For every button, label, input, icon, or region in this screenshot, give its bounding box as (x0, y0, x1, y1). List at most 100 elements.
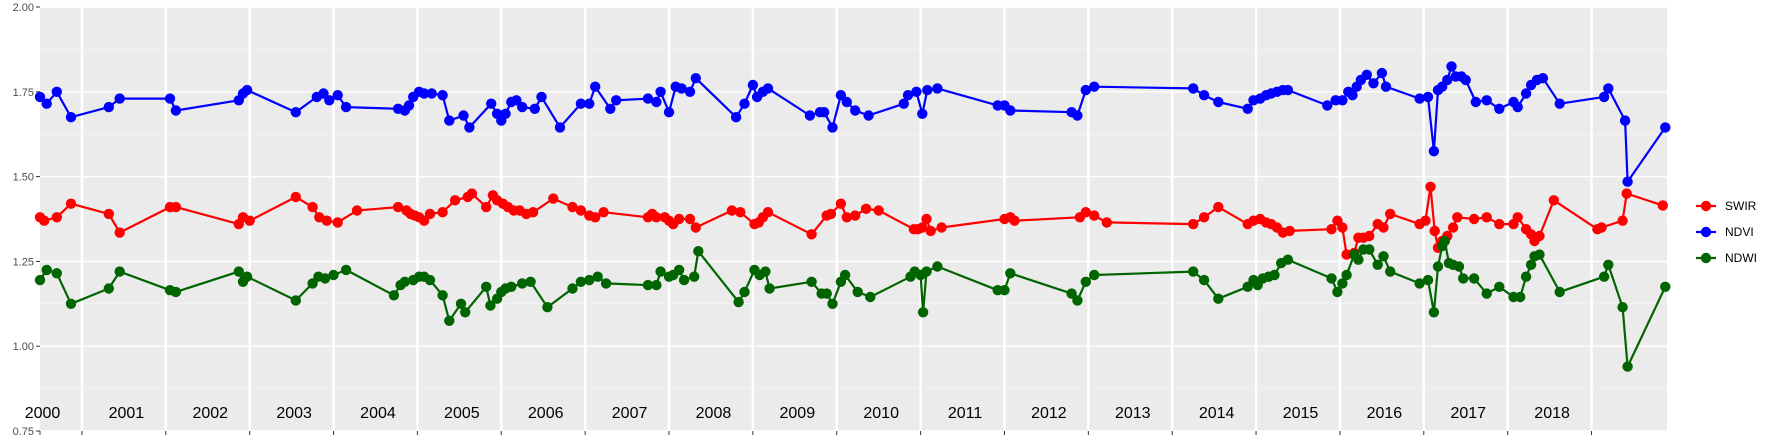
data-point-swir (762, 207, 774, 218)
data-point-ndwi (827, 298, 838, 309)
data-point-ndwi (399, 276, 410, 287)
data-point-swir (1621, 188, 1632, 199)
data-point-ndvi (437, 90, 448, 101)
data-point-ndvi (114, 93, 125, 104)
legend-key-point (1700, 226, 1712, 238)
legend-key-point (1700, 252, 1712, 264)
year-label: 2014 (1199, 405, 1235, 422)
data-point-ndwi (444, 315, 455, 326)
year-label: 2015 (1283, 405, 1319, 422)
series-ndvi (34, 61, 1671, 187)
data-point-swir (437, 207, 448, 218)
data-point-swir (835, 198, 847, 209)
data-point-ndwi (917, 307, 929, 318)
data-point-ndwi (233, 266, 244, 277)
data-point-ndwi (1269, 269, 1280, 281)
data-point-ndvi (1242, 103, 1253, 115)
data-point-swir (726, 205, 738, 216)
data-point-ndvi (911, 86, 922, 98)
data-point-ndwi (307, 278, 318, 289)
data-point-ndwi (1364, 244, 1375, 255)
data-point-swir (1468, 213, 1480, 225)
year-label: 2017 (1450, 405, 1486, 422)
data-point-swir (1284, 225, 1295, 237)
data-point-ndvi (902, 90, 914, 101)
data-point-swir (575, 205, 587, 216)
data-point-ndvi (500, 108, 511, 120)
data-point-swir (1447, 222, 1459, 233)
data-point-ndwi (1005, 268, 1016, 279)
data-point-ndvi (1494, 103, 1505, 115)
data-point-ndvi (1322, 100, 1333, 111)
data-point-ndvi (676, 83, 687, 94)
data-point-swir (39, 215, 50, 226)
data-point-swir (527, 207, 539, 218)
data-point-ndvi (663, 107, 675, 118)
data-point-ndwi (170, 286, 182, 298)
data-point-ndwi (1341, 269, 1352, 281)
data-point-ndvi (835, 90, 847, 101)
data-point-swir (825, 208, 837, 220)
data-point-swir (590, 212, 601, 223)
data-point-ndwi (328, 269, 339, 281)
data-point-ndvi (584, 98, 595, 109)
data-point-ndvi (1442, 74, 1453, 86)
data-point-ndvi (554, 122, 566, 133)
data-point-swir (321, 215, 332, 226)
data-point-ndvi (1080, 84, 1092, 96)
data-point-ndvi (1380, 81, 1392, 92)
data-point-ndvi (41, 98, 52, 109)
legend-item-swir: SWIR (1696, 199, 1757, 213)
data-point-swir (1378, 222, 1389, 233)
data-point-ndvi (444, 115, 455, 126)
y-tick-label: 1.50 (13, 172, 34, 184)
data-point-ndwi (689, 271, 700, 282)
x-axis (39, 431, 1593, 435)
data-point-ndwi (41, 264, 52, 276)
data-point-ndvi (464, 122, 475, 133)
legend-label: NDVI (1725, 225, 1754, 239)
data-point-ndwi (693, 246, 704, 257)
data-point-ndvi (529, 103, 540, 115)
y-tick-label: 1.00 (13, 341, 34, 353)
data-point-ndwi (1188, 266, 1199, 277)
data-point-swir (418, 215, 430, 226)
year-label: 2012 (1031, 405, 1067, 422)
data-point-swir (1420, 215, 1431, 226)
data-point-ndvi (690, 73, 701, 84)
data-point-ndvi (827, 122, 838, 133)
y-tick-label: 1.75 (13, 87, 34, 99)
data-point-ndvi (932, 83, 943, 94)
data-point-ndwi (575, 276, 587, 287)
data-point-ndwi (1072, 295, 1083, 306)
data-point-swir (1429, 225, 1440, 237)
data-point-ndwi (1353, 254, 1364, 265)
data-point-swir (850, 210, 861, 221)
year-label: 2011 (948, 405, 983, 422)
data-point-ndvi (1512, 101, 1523, 113)
data-point-ndvi (1470, 96, 1482, 108)
data-point-ndvi (611, 95, 622, 106)
data-point-ndvi (651, 96, 662, 108)
data-point-ndvi (332, 90, 343, 101)
data-point-ndwi (1213, 293, 1224, 304)
data-point-ndwi (51, 268, 62, 279)
data-point-swir (673, 213, 685, 225)
year-labels: 2000 2001 2002 2003 2004 2005 2006 2007 2008 2009… (25, 405, 1570, 422)
data-point-ndvi (1282, 84, 1294, 96)
data-point-swir (598, 207, 609, 218)
data-point-ndwi (1080, 276, 1092, 287)
series-swir (34, 181, 1669, 260)
data-point-ndwi (460, 307, 471, 318)
legend-item-ndwi: NDWI (1696, 251, 1757, 265)
data-point-swir (690, 222, 701, 233)
data-point-swir (1188, 218, 1199, 230)
y-tick-label: 0.75 (13, 426, 34, 438)
data-point-swir (936, 222, 947, 233)
data-point-ndwi (1525, 259, 1537, 270)
data-point-ndwi (340, 264, 352, 276)
data-point-ndwi (437, 290, 448, 301)
data-point-ndwi (821, 288, 832, 299)
data-point-swir (1213, 201, 1224, 213)
year-label: 2005 (444, 405, 480, 422)
